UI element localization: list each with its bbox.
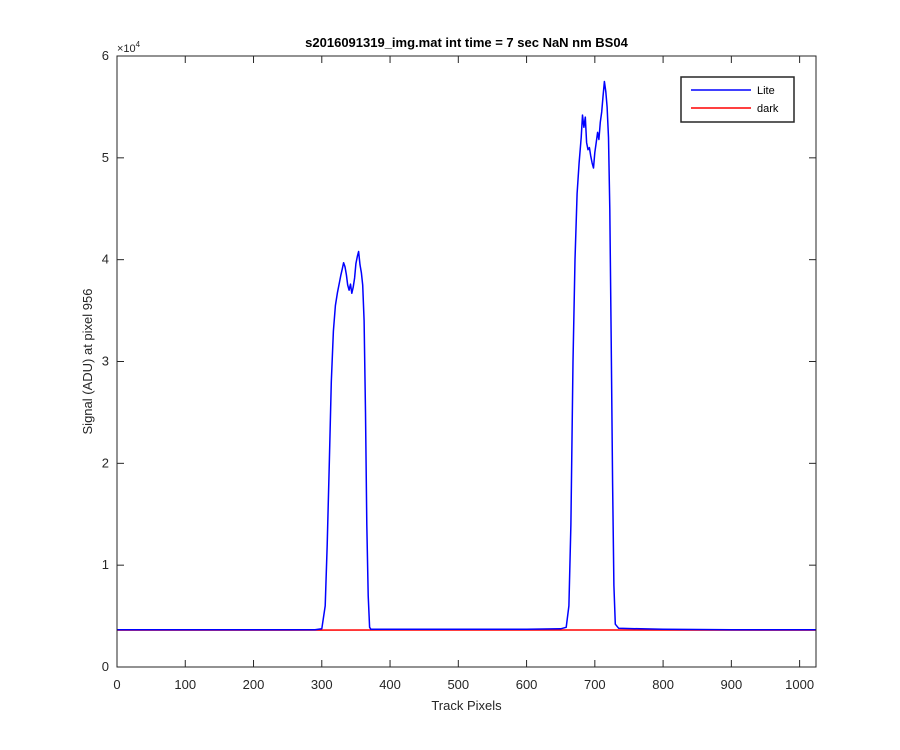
x-tick-label: 600 xyxy=(516,677,538,692)
x-axis-label: Track Pixels xyxy=(431,698,502,713)
series-layer xyxy=(117,80,817,631)
series-line-lite xyxy=(117,80,816,631)
y-tick-label: 0 xyxy=(102,659,109,674)
x-tick-label: 100 xyxy=(174,677,196,692)
y-tick-label: 6 xyxy=(102,48,109,63)
legend-label-lite: Lite xyxy=(757,85,775,97)
y-tick-label: 1 xyxy=(102,557,109,572)
x-tick-label: 400 xyxy=(379,677,401,692)
y-tick-label: 4 xyxy=(102,252,109,267)
y-tick-label: 3 xyxy=(102,354,109,369)
y-multiplier-exponent: 4 xyxy=(136,40,141,49)
x-tick-label: 0 xyxy=(113,677,120,692)
x-tick-label: 700 xyxy=(584,677,606,692)
y-tick-label: 5 xyxy=(102,150,109,165)
y-axis-multiplier: ×104 xyxy=(117,40,141,55)
y-multiplier-base: ×10 xyxy=(117,43,136,55)
x-tick-label: 200 xyxy=(243,677,265,692)
y-axis-label: Signal (ADU) at pixel 956 xyxy=(80,289,95,435)
x-tick-label: 800 xyxy=(652,677,674,692)
legend-label-dark: dark xyxy=(757,103,779,115)
axes-background xyxy=(117,56,816,667)
chart-title: s2016091319_img.mat int time = 7 sec NaN… xyxy=(305,35,628,50)
y-tick-label: 2 xyxy=(102,455,109,470)
legend-box xyxy=(680,76,795,123)
x-tick-label: 300 xyxy=(311,677,333,692)
legend: Lite dark xyxy=(680,76,795,123)
x-tick-label: 1000 xyxy=(785,677,814,692)
x-tick-label: 900 xyxy=(721,677,743,692)
x-tick-label: 500 xyxy=(447,677,469,692)
ticks-layer: 0 100 200 300 400 500 600 700 800 900 1000 0 1 2 3 4 5 6 xyxy=(102,48,816,692)
